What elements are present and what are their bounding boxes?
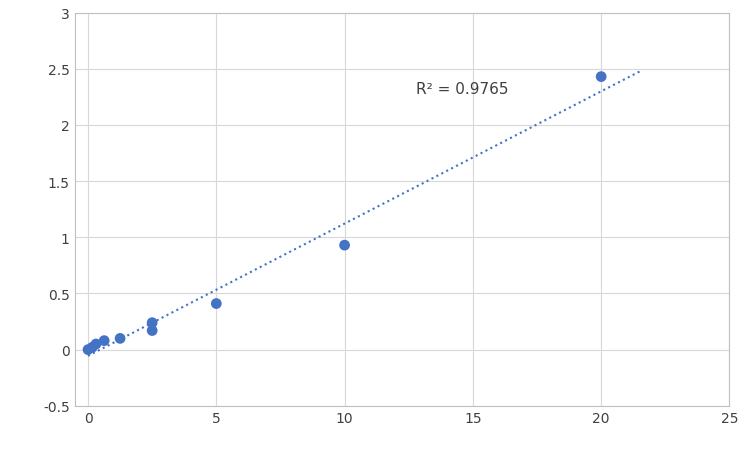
Point: [82, 346, 94, 354]
Point: [146, 327, 158, 334]
Point: [146, 319, 158, 327]
Point: [90, 341, 102, 348]
Point: [211, 300, 223, 308]
Point: [595, 74, 607, 81]
Point: [86, 344, 99, 351]
Point: [114, 335, 126, 342]
Text: R² = 0.9765: R² = 0.9765: [417, 82, 509, 97]
Point: [99, 337, 111, 345]
Point: [338, 242, 350, 249]
